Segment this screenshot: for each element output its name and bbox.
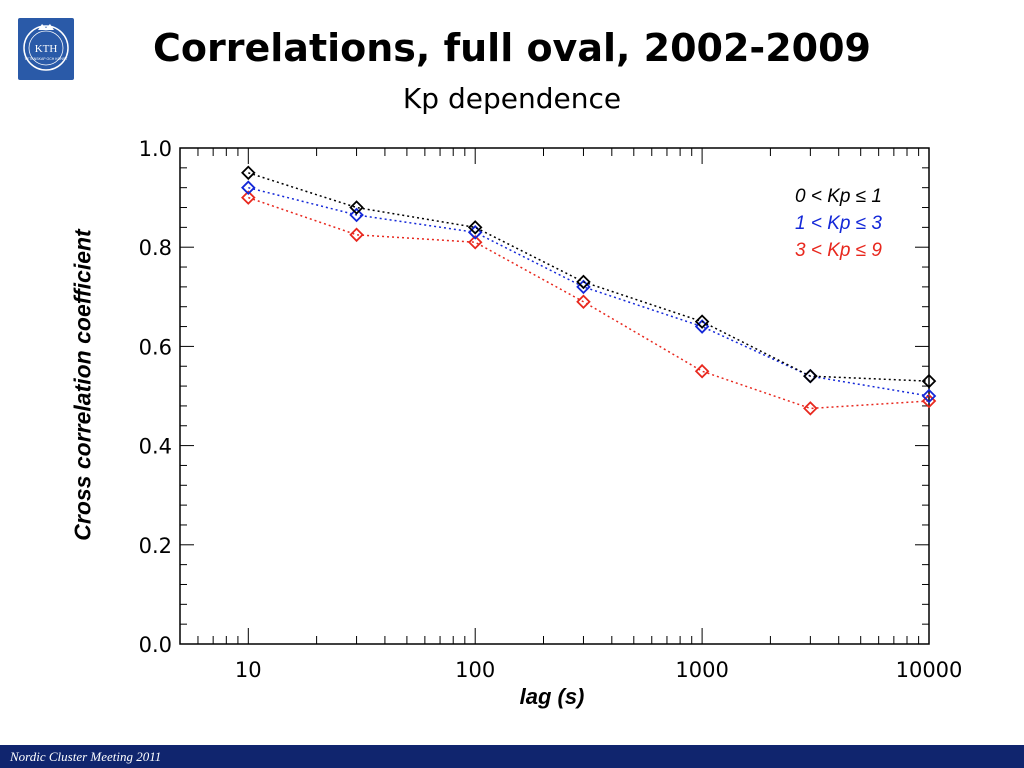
logo-text: KTH: [35, 43, 58, 55]
data-point-2: [576, 294, 591, 310]
data-point-0: [694, 314, 710, 329]
footer-text: Nordic Cluster Meeting 2011: [10, 749, 162, 764]
slide-subtitle: Kp dependence: [402, 82, 622, 115]
y-tick-label: 0.6: [139, 335, 172, 359]
kth-logo: KTH VETENSKAP OCH KONST: [18, 18, 74, 80]
data-point-2: [803, 401, 818, 416]
y-tick-label: 0.4: [139, 435, 172, 459]
data-point-0: [921, 373, 937, 389]
x-tick-label: 10: [235, 658, 262, 682]
x-axis-label: lag (s): [519, 684, 585, 709]
data-point-2: [694, 363, 710, 379]
y-axis-label: Cross correlation coefficient: [69, 229, 96, 541]
slide-title: Correlations, full oval, 2002-2009: [153, 26, 871, 70]
data-point-0: [576, 274, 591, 290]
y-tick-label: 1.0: [139, 137, 172, 161]
footer-bar: Nordic Cluster Meeting 2011: [0, 745, 1024, 768]
kth-crest-icon: KTH VETENSKAP OCH KONST: [23, 24, 69, 71]
x-tick-label: 100: [455, 658, 495, 682]
data-point-1: [921, 388, 937, 404]
x-tick-label: 10000: [896, 658, 963, 682]
data-point-2: [349, 227, 364, 243]
data-point-0: [241, 165, 256, 181]
y-tick-label: 0.2: [139, 534, 172, 558]
data-point-0: [349, 200, 364, 215]
x-tick-label: 1000: [675, 658, 728, 682]
data-point-0: [467, 220, 483, 235]
data-point-1: [349, 207, 364, 223]
legend-entry-0: 0 < Kp ≤ 1: [794, 186, 882, 207]
legend-entry-2: 3 < Kp ≤ 9: [794, 240, 882, 261]
data-point-2: [467, 234, 483, 250]
correlation-chart: 0.0 0.2 0.4 0.6 0.8 1.0 10 100 1000 10000: [139, 137, 963, 682]
y-tick-label: 0.8: [139, 236, 172, 260]
y-tick-label: 0.0: [139, 633, 172, 657]
data-point-1: [241, 180, 256, 195]
series-line-0: [248, 172, 930, 382]
legend-entry-1: 1 < Kp ≤ 3: [794, 213, 882, 234]
data-point-0: [803, 368, 818, 384]
data-point-2: [241, 190, 256, 205]
series-line-2: [248, 196, 930, 410]
logo-subtext: VETENSKAP OCH KONST: [25, 57, 69, 61]
legend: 0 < Kp ≤ 1 1 < Kp ≤ 3 3 < Kp ≤ 9: [795, 183, 882, 264]
